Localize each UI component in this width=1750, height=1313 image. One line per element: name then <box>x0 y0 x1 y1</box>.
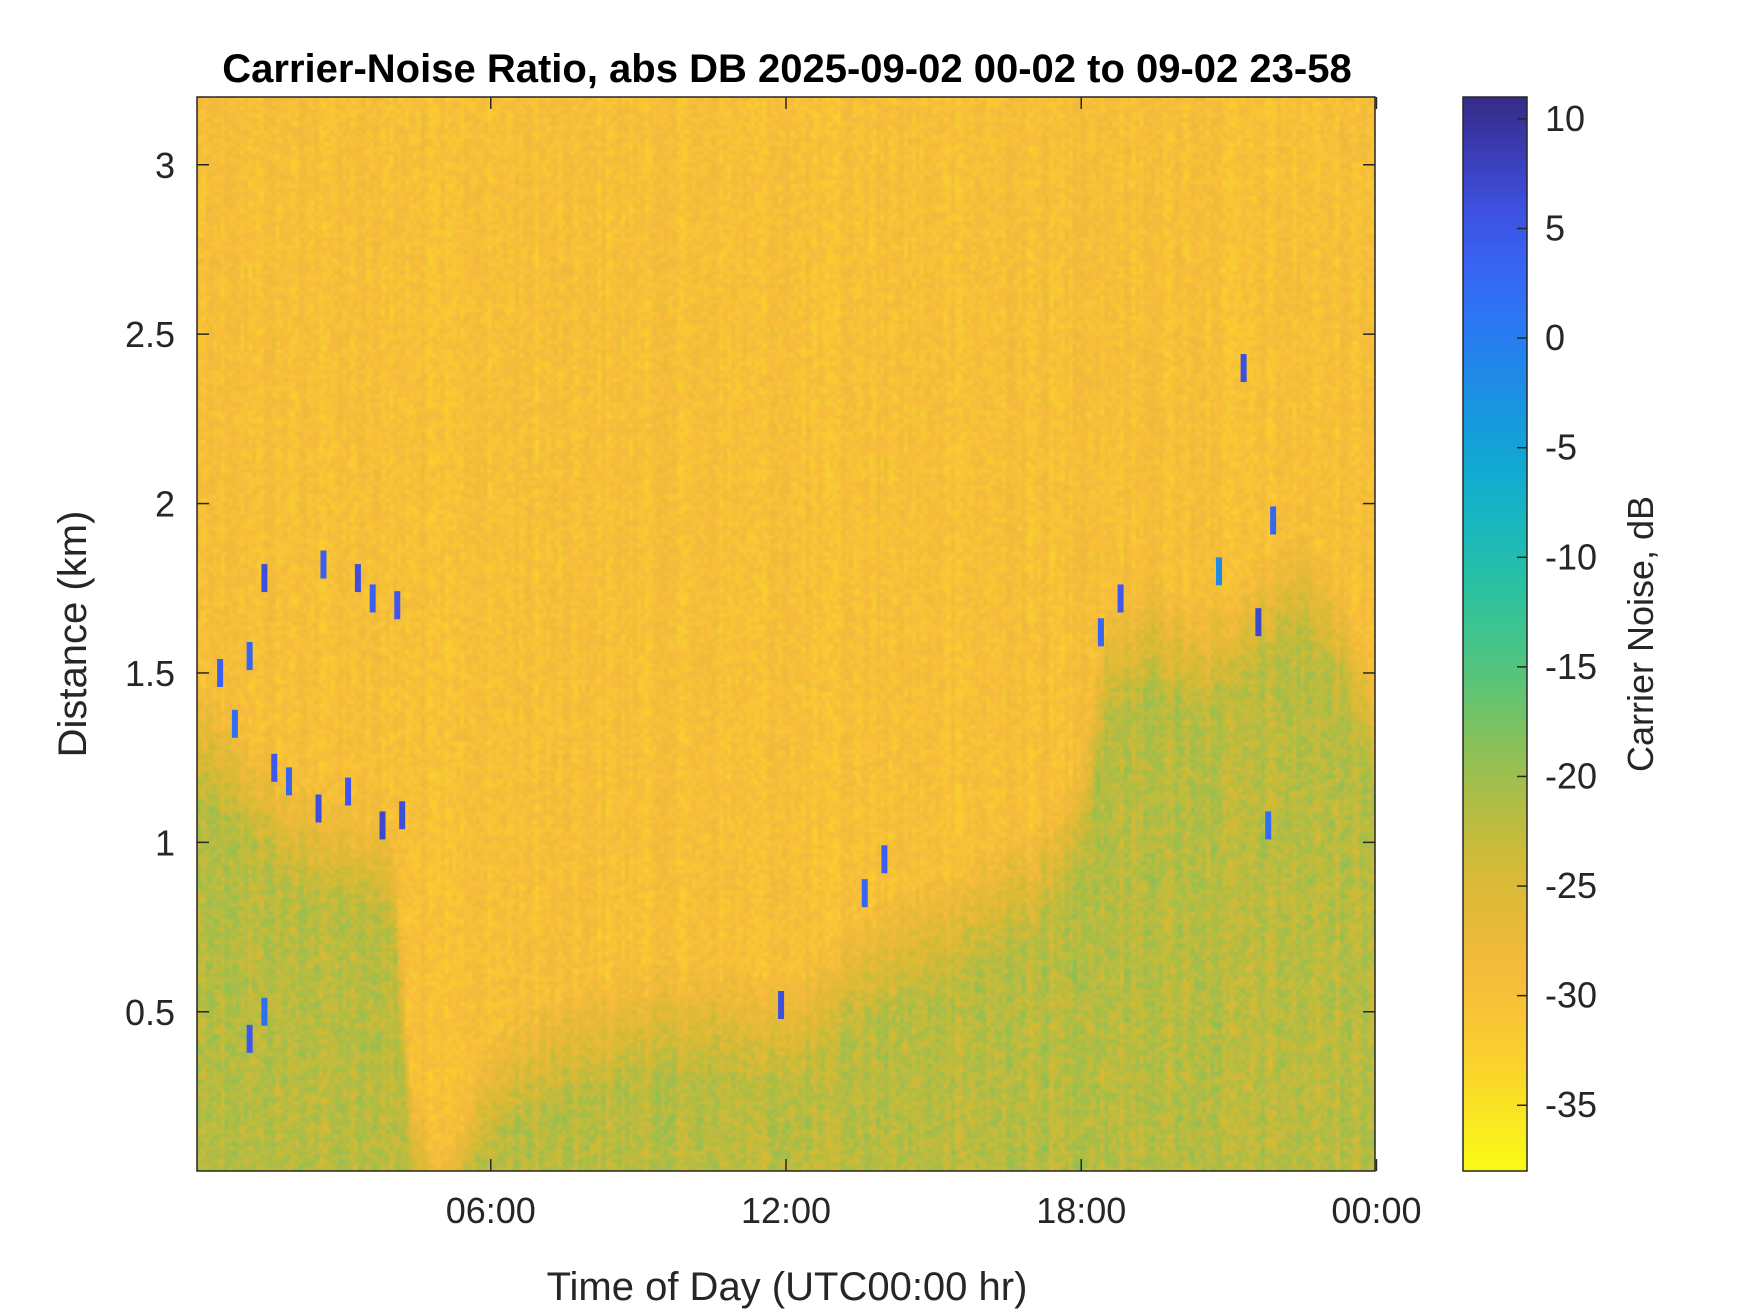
y-axis-label: Distance (km) <box>51 511 95 758</box>
y-tick-label-0: 0.5 <box>125 992 175 1033</box>
y-tick-label-3: 2 <box>155 484 175 525</box>
feature-13 <box>399 801 406 830</box>
y-tick-label-4: 2.5 <box>125 314 175 355</box>
x-tick-label-1: 12:00 <box>741 1190 831 1231</box>
feature-9 <box>354 564 361 593</box>
colorbar-tick-label-4: -10 <box>1545 536 1597 577</box>
x-axis-ticks: 06:00 12:00 18:00 00:00 <box>446 97 1422 1231</box>
colorbar-tick-label-3: -5 <box>1545 427 1577 468</box>
feature-0 <box>217 658 224 687</box>
feature-2 <box>246 642 253 671</box>
colorbar-ticks: 10 5 0 -5 -10 -15 -20 -25 -30 -35 <box>1517 98 1597 1125</box>
colorbar-tick-label-7: -25 <box>1545 865 1597 906</box>
feature-6 <box>315 794 322 823</box>
feature-25 <box>1216 557 1223 586</box>
feature-24 <box>1265 811 1272 840</box>
feature-17 <box>861 879 868 908</box>
colorbar-tick-label-8: -30 <box>1545 975 1597 1016</box>
colorbar-label: Carrier Noise, dB <box>1620 496 1661 772</box>
y-axis-ticks: 0.5 1 1.5 2 2.5 3 <box>125 145 1375 1033</box>
y-tick-label-5: 3 <box>155 145 175 186</box>
feature-14 <box>246 1024 253 1053</box>
feature-4 <box>271 753 278 782</box>
feature-1 <box>231 709 238 738</box>
feature-21 <box>1240 354 1247 383</box>
x-tick-label-0: 06:00 <box>446 1190 536 1231</box>
feature-20 <box>1117 584 1124 613</box>
colorbar-tick-label-2: 0 <box>1545 317 1565 358</box>
colorbar-tick-label-0: 10 <box>1545 98 1585 139</box>
colorbar-tick-label-6: -20 <box>1545 755 1597 796</box>
feature-12 <box>394 591 401 620</box>
colorbar-gradient <box>1462 96 1528 1172</box>
feature-5 <box>286 767 293 796</box>
feature-16 <box>778 990 785 1019</box>
chart-title: Carrier-Noise Ratio, abs DB 2025-09-02 0… <box>222 47 1351 91</box>
x-tick-label-3: 00:00 <box>1331 1190 1421 1231</box>
feature-22 <box>1255 608 1262 637</box>
feature-19 <box>1097 618 1104 647</box>
colorbar-tick-label-1: 5 <box>1545 208 1565 249</box>
y-tick-label-2: 1.5 <box>125 653 175 694</box>
y-tick-label-1: 1 <box>155 822 175 863</box>
plot-area <box>196 96 1376 1172</box>
x-axis-label: Time of Day (UTC00:00 hr) <box>547 1265 1028 1309</box>
feature-10 <box>369 584 376 613</box>
x-tick-label-2: 18:00 <box>1036 1190 1126 1231</box>
colorbar-tick-label-9: -35 <box>1545 1084 1597 1125</box>
feature-15 <box>261 997 268 1026</box>
feature-23 <box>1270 506 1277 535</box>
heatmap-image <box>197 97 1375 1171</box>
colorbar: 10 5 0 -5 -10 -15 -20 -25 -30 -35 Carrier Noise, … <box>1462 96 1661 1172</box>
feature-7 <box>320 550 327 579</box>
feature-3 <box>261 564 268 593</box>
feature-layer <box>217 354 1277 1053</box>
feature-18 <box>881 845 888 874</box>
feature-8 <box>345 777 352 806</box>
colorbar-tick-label-5: -15 <box>1545 646 1597 687</box>
feature-11 <box>379 811 386 840</box>
